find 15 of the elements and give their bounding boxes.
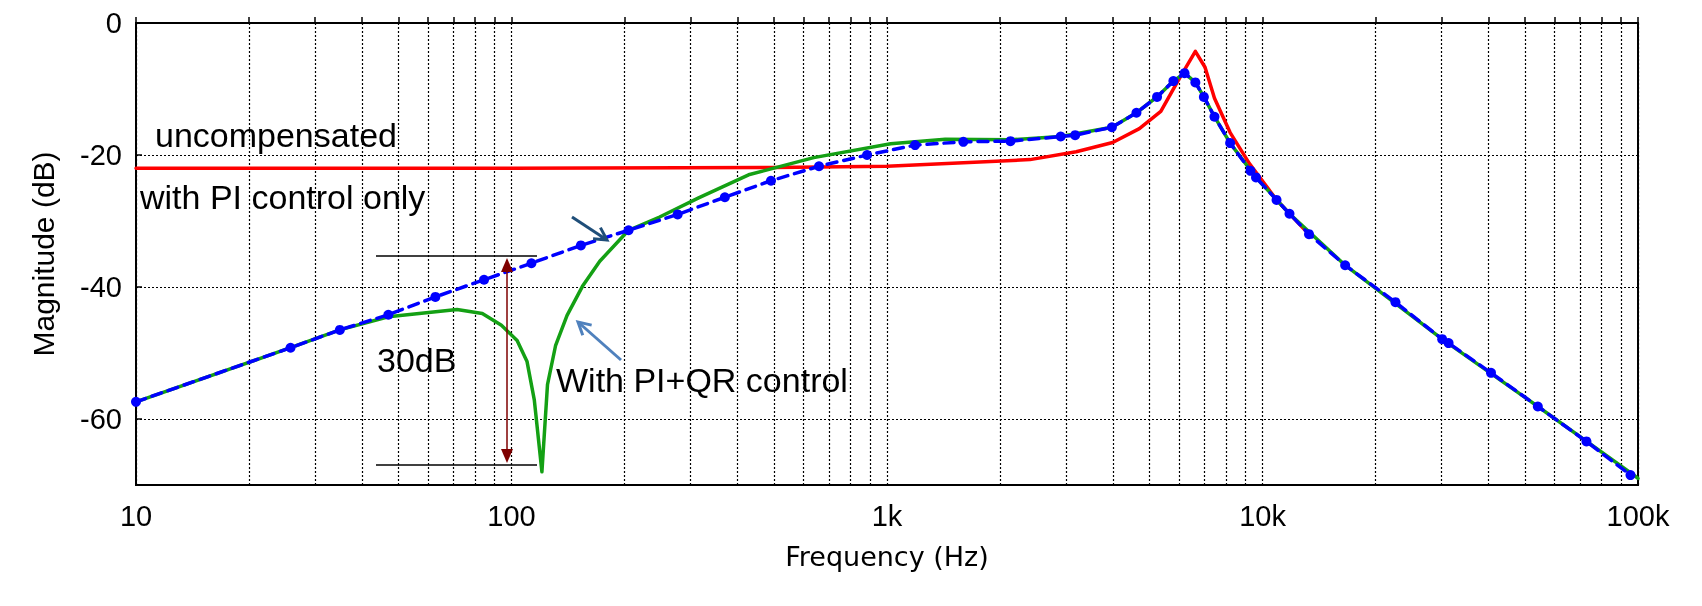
y-tick-label: 0 [105,7,122,39]
y-tick-label: -60 [80,403,122,435]
y-tick-label: -40 [80,271,122,303]
series-label: uncompensated [155,116,397,154]
y-tick-label: -20 [80,139,122,171]
annotation: 30dB [377,341,457,379]
x-tick-label: 10 [119,499,153,532]
y-axis-title: Magnitude (dB) [26,151,60,357]
x-tick-label: 10k [1239,499,1287,532]
x-tick-label: 1k [871,499,903,532]
x-tick-label: 100k [1606,499,1670,532]
series-label: With PI+QR control [556,361,848,399]
x-axis-title: Frequency (Hz) [785,541,989,572]
text: with PI control only [139,178,426,216]
x-tick-label: 100 [487,499,536,532]
